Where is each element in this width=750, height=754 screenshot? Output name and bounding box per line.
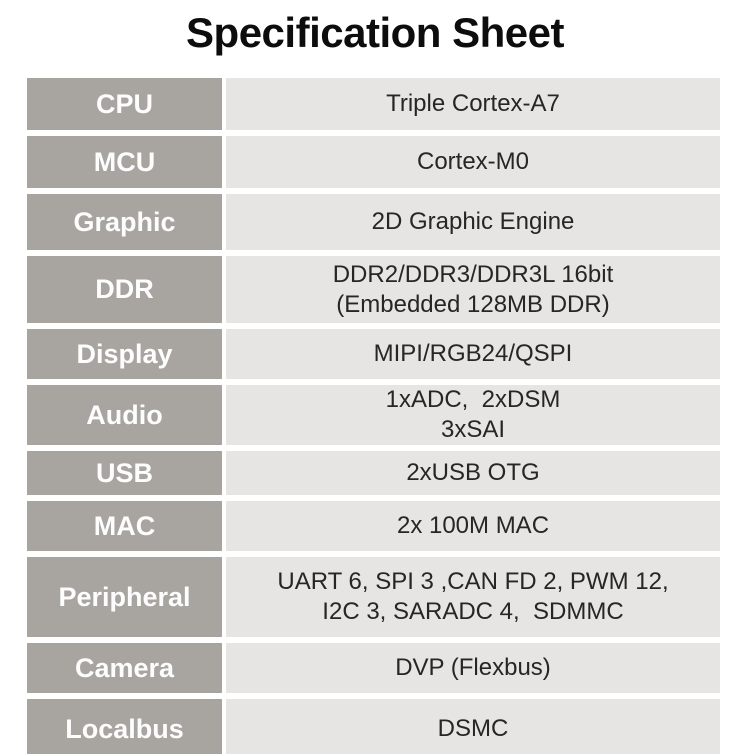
spec-label-camera: Camera	[27, 643, 222, 693]
spec-table: CPU Triple Cortex-A7 MCU Cortex-M0 Graph…	[27, 78, 720, 754]
spec-value-audio: 1xADC, 2xDSM 3xSAI	[226, 385, 720, 445]
spec-row-localbus: Localbus DSMC	[27, 699, 720, 754]
spec-value-ddr: DDR2/DDR3/DDR3L 16bit (Embedded 128MB DD…	[226, 256, 720, 323]
spec-value-mcu: Cortex-M0	[226, 136, 720, 188]
spec-label-ddr: DDR	[27, 256, 222, 323]
spec-row-display: Display MIPI/RGB24/QSPI	[27, 329, 720, 379]
spec-label-cpu: CPU	[27, 78, 222, 130]
spec-row-usb: USB 2xUSB OTG	[27, 451, 720, 495]
spec-row-camera: Camera DVP (Flexbus)	[27, 643, 720, 693]
spec-value-display: MIPI/RGB24/QSPI	[226, 329, 720, 379]
spec-label-peripheral: Peripheral	[27, 557, 222, 637]
spec-label-graphic: Graphic	[27, 194, 222, 250]
spec-value-mac: 2x 100M MAC	[226, 501, 720, 551]
spec-row-cpu: CPU Triple Cortex-A7	[27, 78, 720, 130]
spec-value-peripheral: UART 6, SPI 3 ,CAN FD 2, PWM 12, I2C 3, …	[226, 557, 720, 637]
spec-label-audio: Audio	[27, 385, 222, 445]
spec-row-ddr: DDR DDR2/DDR3/DDR3L 16bit (Embedded 128M…	[27, 256, 720, 323]
spec-value-usb: 2xUSB OTG	[226, 451, 720, 495]
spec-label-usb: USB	[27, 451, 222, 495]
spec-label-display: Display	[27, 329, 222, 379]
spec-row-graphic: Graphic 2D Graphic Engine	[27, 194, 720, 250]
spec-label-mcu: MCU	[27, 136, 222, 188]
spec-value-camera: DVP (Flexbus)	[226, 643, 720, 693]
spec-value-graphic: 2D Graphic Engine	[226, 194, 720, 250]
spec-label-mac: MAC	[27, 501, 222, 551]
spec-value-localbus: DSMC	[226, 699, 720, 754]
page-title: Specification Sheet	[186, 9, 564, 56]
spec-row-peripheral: Peripheral UART 6, SPI 3 ,CAN FD 2, PWM …	[27, 557, 720, 637]
spec-row-mcu: MCU Cortex-M0	[27, 136, 720, 188]
spec-label-localbus: Localbus	[27, 699, 222, 754]
spec-row-mac: MAC 2x 100M MAC	[27, 501, 720, 551]
spec-row-audio: Audio 1xADC, 2xDSM 3xSAI	[27, 385, 720, 445]
spec-value-cpu: Triple Cortex-A7	[226, 78, 720, 130]
